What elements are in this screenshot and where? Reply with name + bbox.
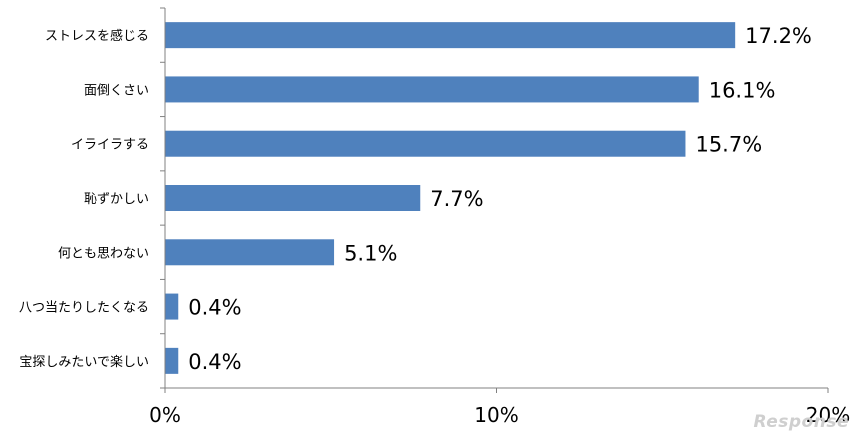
bar-3 — [165, 185, 421, 211]
response-watermark: Response — [753, 412, 849, 432]
category-label-2: イライラする — [71, 138, 149, 153]
data-label-4: 5.1% — [344, 241, 397, 265]
bar-5 — [165, 293, 179, 320]
bar-4 — [165, 239, 335, 266]
category-label-0: ストレスを感じる — [45, 28, 149, 44]
data-label-0: 17.2% — [745, 24, 812, 48]
data-label-1: 16.1% — [709, 78, 776, 102]
category-label-6: 宝探しみたいで楽しい — [19, 354, 149, 370]
category-label-5: 八つ当たりしたくなる — [19, 301, 149, 316]
category-label-1: 面倒くさい — [84, 83, 149, 98]
bar-2 — [165, 130, 686, 157]
labels-layer: ストレスを感じる 17.2% 面倒くさい 16.1% イライラする 15.7% 恥ずかしい 7… — [19, 24, 812, 374]
x-tick-label-1: 10% — [474, 403, 518, 427]
bars-layer — [165, 22, 736, 374]
bar-6 — [165, 347, 179, 374]
category-label-3: 恥ずかしい — [84, 192, 149, 207]
data-label-3: 7.7% — [430, 187, 483, 211]
x-tick-label-2: 20% — [806, 403, 850, 427]
data-label-6: 0.4% — [188, 350, 241, 374]
data-label-2: 15.7% — [695, 133, 762, 157]
category-label-4: 何とも思わない — [58, 245, 149, 261]
bar-1 — [165, 76, 699, 103]
x-tick-label-0: 0% — [149, 403, 181, 427]
bar-0 — [165, 22, 736, 49]
axis-layer: 0% 10% 20% — [149, 7, 850, 427]
data-label-5: 0.4% — [188, 296, 241, 320]
